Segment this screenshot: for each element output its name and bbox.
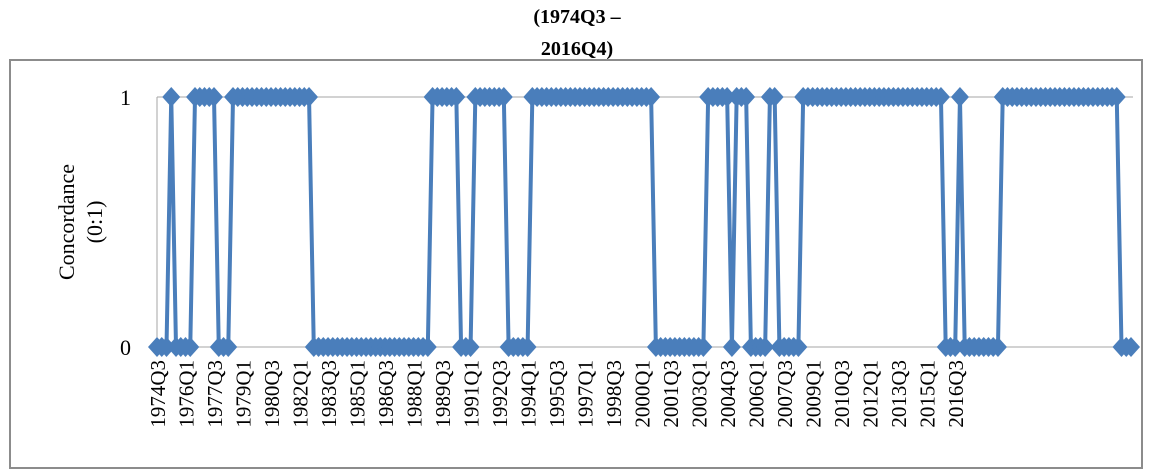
grid-layer [157, 96, 1133, 348]
series-concordance [148, 87, 1140, 357]
chart-frame [9, 59, 1143, 469]
x-tick-label: 1982Q1 [289, 360, 313, 428]
x-tick-label: 2013Q3 [887, 360, 911, 428]
data-point [722, 337, 741, 357]
x-tick-label: 1991Q1 [460, 360, 484, 428]
x-tick-label: 2007Q3 [773, 360, 797, 428]
x-tick-label: 1986Q3 [374, 360, 398, 428]
data-point [988, 337, 1007, 357]
x-tick-label: 2012Q1 [859, 360, 883, 428]
x-tick-label: 2003Q1 [688, 360, 712, 428]
y-tick-label-0: 0 [120, 335, 131, 360]
data-point [418, 337, 437, 357]
data-point [162, 87, 181, 107]
x-tick-label: 2016Q3 [944, 360, 968, 428]
x-tick-label: 2000Q1 [631, 360, 655, 428]
data-point [219, 337, 238, 357]
data-point [461, 337, 480, 357]
x-tick-labels: 1974Q3 1976Q1 1977Q3 1979Q1 1980Q3 1982Q1 1983… [146, 360, 968, 428]
data-point [931, 87, 950, 107]
data-point [447, 87, 466, 107]
data-point [1107, 87, 1126, 107]
series-line [157, 95, 1131, 349]
x-tick-label: 1992Q3 [488, 360, 512, 428]
x-tick-label: 1976Q1 [175, 360, 199, 428]
x-tick-label: 2009Q1 [802, 360, 826, 428]
y-axis-label-line-1: Concordance [54, 164, 79, 280]
data-point [642, 87, 661, 107]
x-tick-label: 2015Q1 [916, 360, 940, 428]
x-tick-label: 1998Q3 [602, 360, 626, 428]
data-point [694, 337, 713, 357]
data-point [1122, 337, 1140, 357]
data-point [518, 337, 537, 357]
x-tick-label: 2010Q3 [830, 360, 854, 428]
data-point [765, 87, 784, 107]
x-tick-label: 2006Q1 [745, 360, 769, 428]
y-axis-label-line-2: (0:1) [82, 201, 107, 244]
x-tick-label: 1989Q3 [431, 360, 455, 428]
x-tick-label: 2004Q3 [716, 360, 740, 428]
data-point [300, 87, 319, 107]
x-tick-label: 1995Q3 [545, 360, 569, 428]
data-point [950, 87, 969, 107]
x-tick-label: 1977Q3 [203, 360, 227, 428]
data-point [737, 87, 756, 107]
x-tick-label: 2001Q3 [659, 360, 683, 428]
data-point [494, 87, 513, 107]
data-point [157, 337, 176, 357]
y-tick-label-1: 1 [120, 85, 131, 110]
chart-title-line-1: (1974Q3 – [533, 6, 621, 28]
data-point [205, 87, 224, 107]
x-tick-label: 1980Q3 [260, 360, 284, 428]
x-tick-label: 1988Q1 [403, 360, 427, 428]
data-point [789, 337, 808, 357]
x-tick-label: 1985Q1 [346, 360, 370, 428]
x-tick-label: 1979Q1 [232, 360, 256, 428]
data-point [946, 337, 965, 357]
chart-title-line-2: 2016Q4) [540, 38, 614, 60]
data-point [181, 337, 200, 357]
data-point [718, 87, 737, 107]
y-tick-labels: 01 [120, 85, 131, 360]
data-point [756, 337, 775, 357]
x-tick-label: 1983Q3 [317, 360, 341, 428]
x-tick-label: 1994Q1 [517, 360, 541, 428]
y-axis-label: Concordance (0:1) [54, 164, 107, 280]
x-tick-label: 1997Q1 [574, 360, 598, 428]
x-tick-label: 1974Q3 [146, 360, 170, 428]
